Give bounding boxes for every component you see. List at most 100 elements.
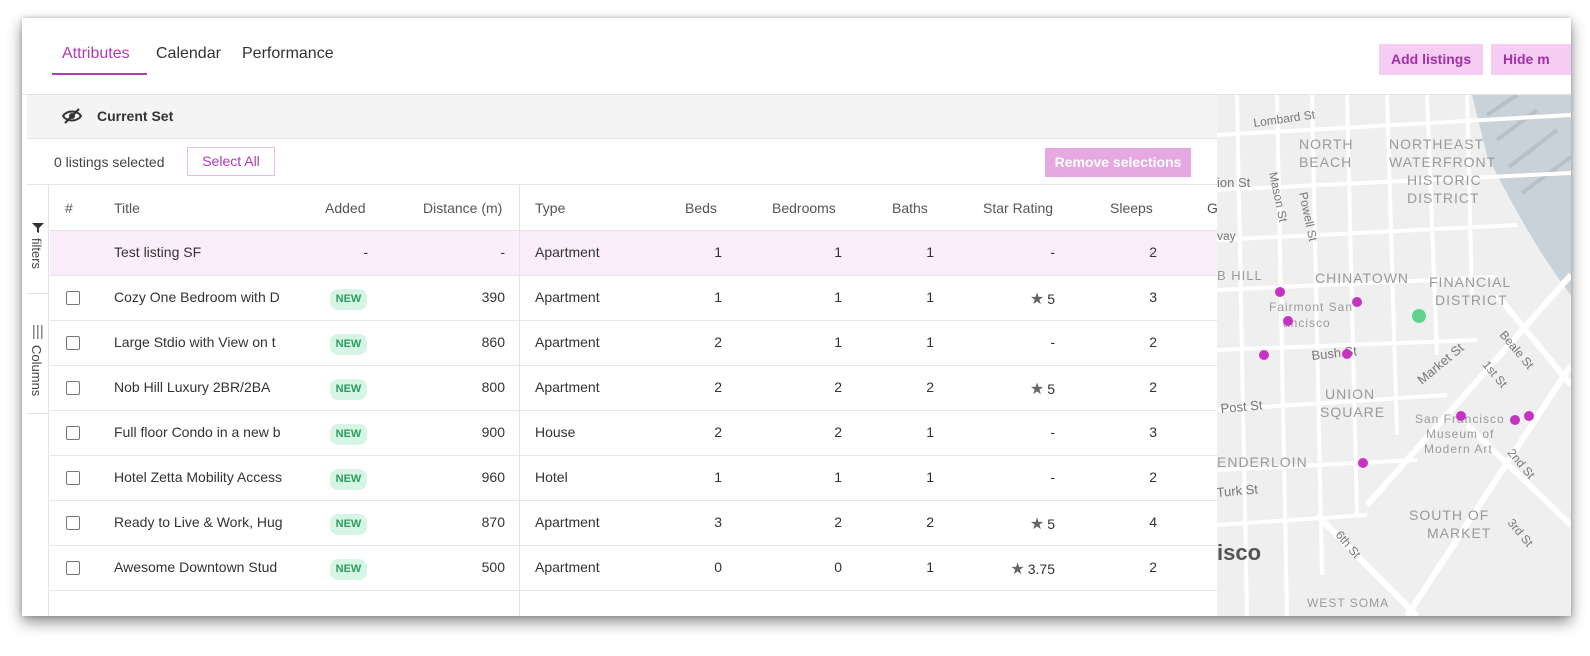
side-divider: [27, 293, 49, 294]
listing-marker[interactable]: [1352, 297, 1362, 307]
listing-marker[interactable]: [1358, 458, 1368, 468]
filters-tab[interactable]: filters: [27, 205, 49, 290]
baths-value: 1: [926, 289, 934, 305]
star-rating-value: -: [1050, 244, 1055, 260]
star-rating-value: -: [1050, 469, 1055, 485]
bay-water: [1472, 95, 1571, 295]
table-row[interactable]: Nob Hill Luxury 2BR/2BA NEW 800 Apartment 2 2…: [50, 366, 1217, 411]
listing-marker[interactable]: [1275, 287, 1285, 297]
columns-tab[interactable]: Columns: [27, 303, 49, 403]
distance-value: 800: [481, 379, 505, 395]
table-row[interactable]: Test listing SF - - Apartment 1 1 1 2 -: [50, 231, 1217, 276]
map-label: MARKET: [1427, 525, 1491, 541]
listing-title[interactable]: Test listing SF: [114, 244, 202, 260]
new-badge: NEW: [330, 289, 367, 310]
distance-value: 900: [481, 424, 505, 440]
baths-value: 2: [926, 379, 934, 395]
bedrooms-value: 1: [834, 289, 842, 305]
baths-value: 2: [926, 514, 934, 530]
listing-title[interactable]: Awesome Downtown Stud: [114, 559, 278, 575]
map-panel[interactable]: Lombard St NORTH BEACH NORTHEAST WATERFRONT H…: [1217, 95, 1571, 616]
map-canvas[interactable]: Lombard St NORTH BEACH NORTHEAST WATERFRONT H…: [1217, 95, 1571, 616]
current-set-label: Current Set: [97, 108, 174, 124]
table-row[interactable]: Ready to Live & Work, Hug NEW 870 Apartment…: [50, 501, 1217, 546]
listing-marker[interactable]: [1510, 415, 1520, 425]
column-header-baths[interactable]: Baths: [892, 200, 928, 216]
column-header-title[interactable]: Title: [114, 200, 140, 216]
hide-map-button[interactable]: Hide m: [1491, 44, 1571, 75]
column-header-added[interactable]: Added: [325, 200, 366, 216]
rating-text: 3.75: [1027, 561, 1055, 577]
map-label: WATERFRONT: [1389, 154, 1496, 170]
rating-text: 5: [1047, 381, 1055, 397]
eye-slash-icon[interactable]: [61, 107, 83, 125]
table-row[interactable]: Full floor Condo in a new b NEW 900 House 2 2…: [50, 411, 1217, 456]
map-label: UNION: [1325, 386, 1375, 402]
beds-value: 1: [714, 469, 722, 485]
listing-title[interactable]: Full floor Condo in a new b: [114, 424, 281, 440]
rating-text: -: [1050, 469, 1055, 485]
map-label: ENDERLOIN: [1217, 454, 1308, 470]
listing-title[interactable]: Large Stdio with View on t: [114, 334, 276, 350]
row-checkbox[interactable]: [66, 426, 80, 440]
column-header-star-rating[interactable]: Star Rating: [983, 200, 1054, 216]
frozen-column-divider: [519, 185, 520, 616]
tab-calendar[interactable]: Calendar: [156, 45, 221, 62]
row-checkbox[interactable]: [66, 516, 80, 530]
listing-marker[interactable]: [1524, 411, 1534, 421]
star-rating-value: ★ 5: [1030, 379, 1055, 399]
column-header-sleeps[interactable]: Sleeps: [1110, 200, 1153, 216]
table-row[interactable]: Awesome Downtown Stud NEW 500 Apartment 0 0 1 2…: [50, 546, 1217, 591]
sleeps-value: 4: [1149, 514, 1157, 530]
table-header: # Title Added Distance (m) Type Beds Bed…: [50, 185, 1217, 231]
row-checkbox[interactable]: [66, 336, 80, 350]
baths-value: 1: [926, 244, 934, 260]
sleeps-value: 2: [1149, 559, 1157, 575]
map-label: NORTHEAST: [1389, 136, 1484, 152]
tab-bar: Attributes Calendar Performance Add list…: [22, 18, 1571, 95]
listing-title[interactable]: Ready to Live & Work, Hug: [114, 514, 283, 530]
bedrooms-value: 0: [834, 559, 842, 575]
row-checkbox[interactable]: [66, 291, 80, 305]
remove-selections-button[interactable]: Remove selections: [1045, 148, 1191, 177]
listing-marker[interactable]: [1283, 316, 1293, 326]
bedrooms-value: 1: [834, 334, 842, 350]
column-header-type[interactable]: Type: [535, 200, 566, 216]
tab-performance[interactable]: Performance: [242, 45, 334, 62]
distance-value: 500: [481, 559, 505, 575]
listings-table: # Title Added Distance (m) Type Beds Bed…: [50, 185, 1217, 616]
columns-icon: [33, 325, 43, 339]
row-checkbox[interactable]: [66, 381, 80, 395]
listing-title[interactable]: Cozy One Bedroom with D: [114, 289, 280, 305]
table-row[interactable]: Large Stdio with View on t NEW 860 Apartmen…: [50, 321, 1217, 366]
column-header-distance[interactable]: Distance (m): [423, 200, 503, 216]
listing-marker[interactable]: [1456, 411, 1466, 421]
filters-tab-label: filters: [29, 238, 44, 270]
column-header-beds[interactable]: Beds: [685, 200, 717, 216]
table-row[interactable]: Hotel Zetta Mobility Access NEW 960 Hotel 1 1…: [50, 456, 1217, 501]
column-header-number[interactable]: #: [65, 200, 73, 216]
add-listings-button[interactable]: Add listings: [1379, 44, 1484, 75]
table-row[interactable]: Cozy One Bedroom with D NEW 390 Apartment 1 1…: [50, 276, 1217, 321]
select-all-button[interactable]: Select All: [187, 147, 275, 176]
tab-attributes[interactable]: Attributes: [62, 45, 130, 62]
beds-value: 2: [714, 424, 722, 440]
map-label: WEST SOMA: [1307, 596, 1389, 610]
row-checkbox[interactable]: [66, 561, 80, 575]
listing-marker[interactable]: [1342, 349, 1352, 359]
distance-value: -: [500, 244, 505, 260]
current-listing-marker[interactable]: [1412, 309, 1426, 323]
new-badge: NEW: [330, 424, 367, 445]
type-value: Apartment: [535, 244, 600, 260]
row-checkbox[interactable]: [66, 471, 80, 485]
listing-title[interactable]: Nob Hill Luxury 2BR/2BA: [114, 379, 271, 395]
beds-value: 1: [714, 244, 722, 260]
type-value: Apartment: [535, 514, 600, 530]
column-header-g[interactable]: G: [1207, 200, 1217, 216]
column-header-bedrooms[interactable]: Bedrooms: [772, 200, 836, 216]
listing-title[interactable]: Hotel Zetta Mobility Access: [114, 469, 283, 485]
sleeps-value: 2: [1149, 334, 1157, 350]
listing-marker[interactable]: [1259, 350, 1269, 360]
rating-text: 5: [1047, 516, 1055, 532]
map-label: CHINATOWN: [1315, 270, 1409, 286]
